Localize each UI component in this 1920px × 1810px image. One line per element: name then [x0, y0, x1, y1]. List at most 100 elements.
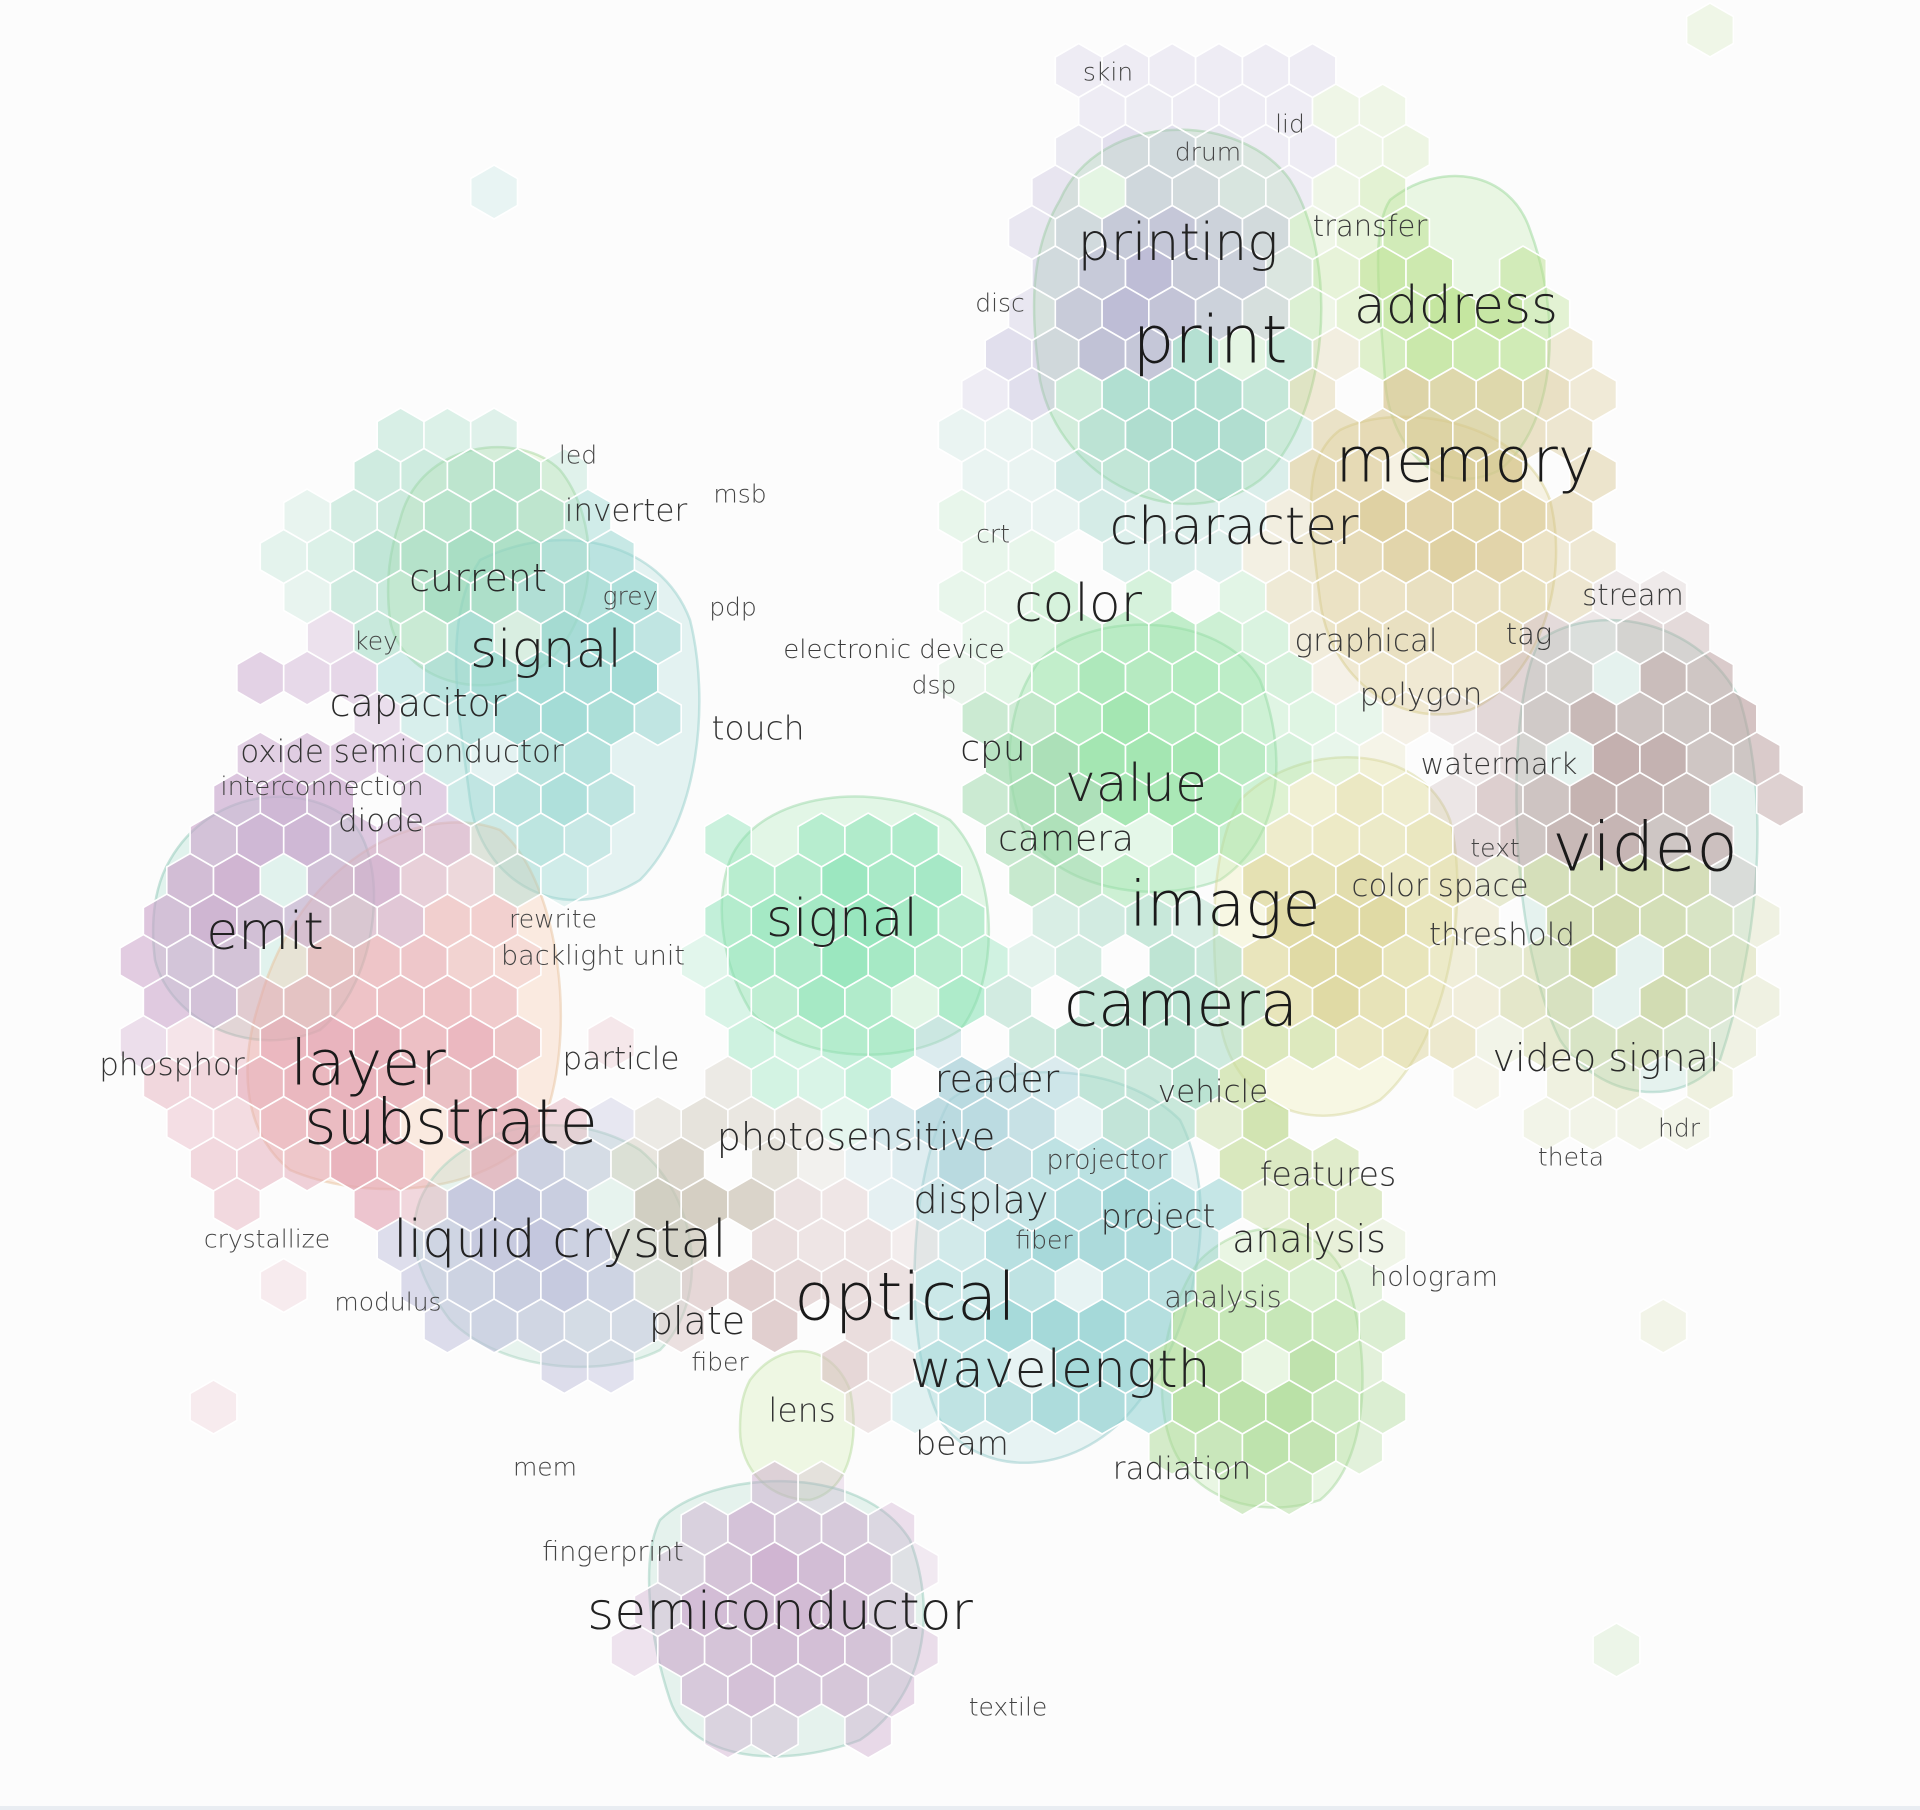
topic-label[interactable]: substrate: [304, 1086, 598, 1159]
topic-label[interactable]: beam: [915, 1424, 1009, 1463]
topic-label[interactable]: watermark: [1421, 747, 1578, 781]
topic-label[interactable]: emit: [206, 902, 323, 962]
topic-label[interactable]: transfer: [1313, 209, 1428, 243]
topic-label[interactable]: dsp: [912, 671, 957, 700]
hex-cell: [1335, 1419, 1384, 1476]
topic-label[interactable]: address: [1354, 276, 1558, 336]
hex-cell: [844, 1703, 893, 1759]
topic-label[interactable]: optical: [794, 1259, 1016, 1336]
topic-label[interactable]: print: [1132, 302, 1287, 379]
topic-label[interactable]: diode: [338, 803, 424, 839]
topic-label[interactable]: color: [1014, 574, 1143, 634]
topic-label[interactable]: theta: [1538, 1143, 1604, 1172]
topic-label[interactable]: led: [559, 441, 597, 470]
hex-cell: [212, 1176, 262, 1233]
topic-label[interactable]: oxide semiconductor: [240, 734, 564, 770]
topic-label[interactable]: hdr: [1658, 1114, 1701, 1143]
topic-label[interactable]: cpu: [960, 729, 1025, 770]
topic-label[interactable]: text: [1470, 834, 1519, 863]
topic-label[interactable]: particle: [563, 1041, 680, 1077]
topic-label[interactable]: grey: [603, 582, 658, 611]
hex-cell: [1592, 1622, 1641, 1678]
topic-label[interactable]: printing: [1078, 213, 1279, 273]
topic-label[interactable]: threshold: [1429, 917, 1575, 953]
topic-label[interactable]: memory: [1335, 424, 1594, 497]
topic-label[interactable]: touch: [711, 709, 804, 748]
hex-cell: [1685, 2, 1735, 58]
topic-label[interactable]: semiconductor: [587, 1582, 973, 1642]
topic-label[interactable]: plate: [649, 1299, 745, 1343]
topic-label[interactable]: mem: [513, 1453, 577, 1482]
topic-label[interactable]: signal: [766, 889, 918, 949]
hex-cell: [1452, 1055, 1501, 1111]
topic-label[interactable]: video: [1552, 809, 1738, 888]
topic-label[interactable]: current: [409, 556, 547, 600]
hex-cell: [236, 650, 285, 706]
hex-cell: [656, 1298, 706, 1354]
topic-label[interactable]: color space: [1351, 868, 1528, 904]
topic-label[interactable]: interconnection: [220, 772, 423, 802]
topic-label[interactable]: pdp: [709, 593, 757, 622]
topic-label[interactable]: camera: [998, 819, 1134, 860]
bottom-divider: [0, 1806, 1920, 1810]
hex-cell: [540, 852, 589, 909]
topic-label[interactable]: electronic device: [783, 635, 1004, 665]
topic-label[interactable]: hologram: [1370, 1262, 1498, 1293]
topic-label[interactable]: video signal: [1493, 1036, 1720, 1080]
topic-label[interactable]: tag: [1506, 617, 1553, 651]
topic-label[interactable]: features: [1260, 1155, 1396, 1194]
topic-label[interactable]: lid: [1275, 110, 1305, 139]
topic-label[interactable]: analysis: [1232, 1217, 1386, 1261]
topic-label[interactable]: signal: [470, 620, 622, 680]
topic-label[interactable]: project: [1101, 1197, 1216, 1236]
topic-label[interactable]: display: [914, 1178, 1049, 1222]
topic-label[interactable]: graphical: [1295, 623, 1438, 659]
topic-label[interactable]: textile: [969, 1693, 1048, 1722]
hex-cell: [586, 1014, 636, 1071]
hex-cell: [189, 1379, 238, 1435]
topic-label[interactable]: radiation: [1113, 1451, 1251, 1487]
topic-label[interactable]: disc: [975, 289, 1025, 318]
topic-label[interactable]: fiber: [1015, 1226, 1073, 1255]
topic-label[interactable]: image: [1130, 868, 1321, 941]
topic-label[interactable]: value: [1065, 754, 1207, 814]
topic-label[interactable]: msb: [713, 480, 766, 509]
topic-label[interactable]: phosphor: [99, 1047, 245, 1083]
topic-label[interactable]: polygon: [1360, 677, 1483, 713]
topic-label[interactable]: skin: [1083, 58, 1133, 87]
topic-label[interactable]: inverter: [565, 493, 688, 529]
topic-label[interactable]: photosensitive: [717, 1115, 996, 1159]
topic-label[interactable]: crystallize: [204, 1225, 330, 1254]
topic-label[interactable]: crt: [976, 520, 1010, 549]
topic-label[interactable]: rewrite: [509, 905, 597, 934]
topic-label[interactable]: projector: [1046, 1145, 1168, 1176]
topic-label[interactable]: camera: [1064, 968, 1298, 1041]
hex-cell: [259, 1257, 308, 1314]
hex-cell: [1756, 771, 1805, 828]
topic-label[interactable]: layer: [290, 1027, 446, 1100]
topic-label[interactable]: analysis: [1164, 1280, 1281, 1314]
hex-cell: [469, 164, 519, 220]
hex-cell: [1639, 1298, 1688, 1354]
topic-label[interactable]: lens: [768, 1391, 836, 1430]
topic-label[interactable]: wavelength: [909, 1340, 1210, 1400]
topic-label[interactable]: capacitor: [330, 681, 507, 725]
hex-cell: [633, 690, 683, 747]
hex-cell: [586, 1338, 636, 1395]
topic-label[interactable]: backlight unit: [501, 941, 685, 972]
topic-label[interactable]: liquid crystal: [393, 1210, 726, 1270]
hex-cell: [1265, 1460, 1314, 1516]
topic-label[interactable]: character: [1109, 497, 1359, 557]
topic-label[interactable]: fiber: [691, 1348, 749, 1377]
topic-label[interactable]: stream: [1582, 578, 1684, 612]
hexbin-grid: [119, 2, 1805, 1759]
topic-label[interactable]: modulus: [334, 1288, 441, 1317]
hex-cell: [750, 1703, 799, 1759]
topic-label[interactable]: vehicle: [1158, 1074, 1268, 1110]
hex-cell: [1662, 1095, 1711, 1152]
topic-label[interactable]: fingerprint: [542, 1537, 683, 1568]
topic-label[interactable]: drum: [1175, 138, 1241, 167]
topic-label[interactable]: reader: [935, 1057, 1060, 1101]
topic-label[interactable]: key: [354, 627, 398, 656]
